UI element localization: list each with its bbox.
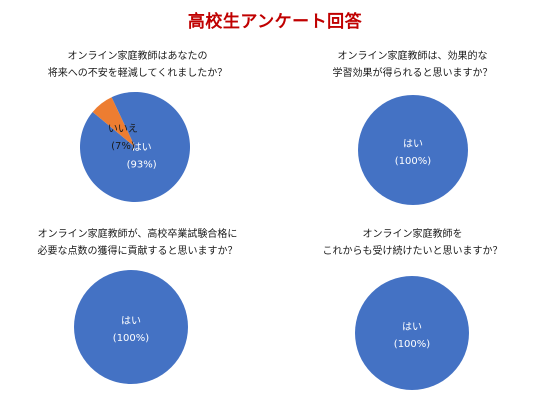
pie-svg: はい (100%): [74, 270, 188, 384]
question-line-2: 将来への不安を軽減してくれましたか？: [47, 68, 228, 79]
slice-label-1: いいえ: [108, 123, 138, 135]
pie-chart-continue: オンライン家庭教師を これからも受け続けたいと思いますか？ はい (100%): [275, 220, 550, 410]
slice-value-0: (100%): [394, 339, 430, 350]
page-title: 高校生アンケート回答: [187, 12, 363, 32]
question-line-2: 学習効果が得られると思いますか？: [332, 68, 493, 79]
pie-slice-1: [92, 97, 135, 147]
pie-svg: はい (93%) いいえ (7%): [79, 92, 190, 203]
pie-slice-0: [358, 95, 468, 205]
pie-svg: はい (100%): [355, 276, 469, 390]
slice-value-0: (100%): [395, 156, 431, 167]
question-line-1: オンライン家庭教師を: [362, 229, 463, 240]
chart-question: オンライン家庭教師はあなたの 将来への不安を軽減してくれましたか？: [0, 48, 275, 82]
pie-slice-0: [355, 276, 469, 390]
pie-slice-0: [74, 270, 188, 384]
slice-label-0: はい: [132, 142, 152, 154]
slice-label-0: はい: [403, 138, 423, 150]
question-line-1: オンライン家庭教師はあなたの: [67, 51, 208, 62]
pie-svg: はい (100%): [358, 95, 468, 205]
slice-value-1: (7%): [111, 141, 135, 152]
chart-question: オンライン家庭教師は、効果的な 学習効果が得られると思いますか？: [275, 48, 550, 82]
chart-question: オンライン家庭教師を これからも受け続けたいと思いますか？: [275, 226, 550, 260]
question-line-1: オンライン家庭教師は、効果的な: [337, 51, 488, 62]
question-line-2: 必要な点数の獲得に貢献すると思いますか？: [37, 246, 238, 257]
chart-question: オンライン家庭教師が、高校卒業試験合格に 必要な点数の獲得に貢献すると思いますか…: [0, 226, 275, 260]
question-line-1: オンライン家庭教師が、高校卒業試験合格に: [37, 229, 238, 240]
pie-slice-0: [79, 92, 190, 203]
slice-label-0: はい: [121, 315, 141, 327]
question-line-2: これからも受け続けたいと思いますか？: [322, 246, 503, 257]
slice-value-0: (100%): [113, 333, 149, 344]
pie-chart-effectiveness: オンライン家庭教師は、効果的な 学習効果が得られると思いますか？ はい (100%…: [275, 40, 550, 230]
pie-chart-exam: オンライン家庭教師が、高校卒業試験合格に 必要な点数の獲得に貢献すると思いますか…: [0, 220, 275, 410]
pie-chart-anxiety: オンライン家庭教師はあなたの 将来への不安を軽減してくれましたか？ はい (93%…: [0, 40, 275, 230]
slice-value-0: (93%): [127, 160, 157, 171]
slice-label-0: はい: [402, 321, 422, 333]
